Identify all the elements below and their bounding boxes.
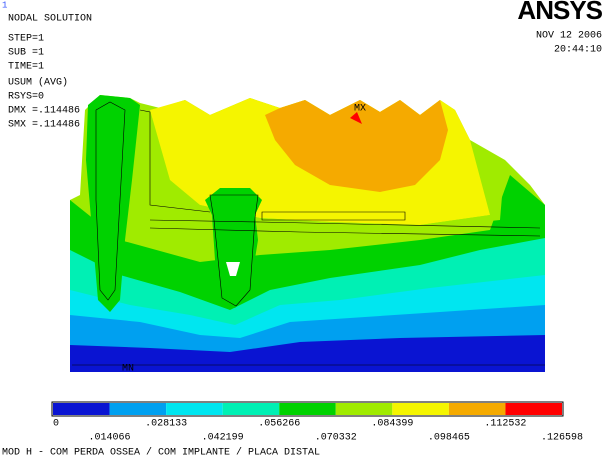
legend-label: .084399 <box>371 419 413 430</box>
max-label: MX <box>354 104 366 115</box>
legend-swatch <box>448 403 506 415</box>
legend-swatch <box>392 403 449 415</box>
time: 20:44:10 <box>554 45 602 56</box>
legend-label: .126598 <box>541 433 583 444</box>
footer: MOD H - COM PERDA OSSEA / COM IMPLANTE /… <box>2 447 320 459</box>
legend-swatch <box>109 403 167 415</box>
min-label: MN <box>122 364 134 375</box>
date: NOV 12 2006 <box>536 31 602 42</box>
legend-label: 0 <box>53 419 59 430</box>
implant <box>205 188 262 308</box>
header-line: SUB =1 <box>8 48 44 59</box>
plot-title: NODAL SOLUTION <box>8 14 92 25</box>
header-line: DMX =.114486 <box>8 106 80 117</box>
tooth <box>86 95 140 312</box>
legend-label: .070332 <box>315 433 357 444</box>
header-lines: STEP=1 SUB =1 TIME=1 USUM (AVG) RSYS=0 DMX =.… <box>8 34 80 131</box>
implant-hole <box>226 262 240 276</box>
screw-outline <box>261 211 406 221</box>
legend-swatch <box>335 403 393 415</box>
band <box>70 335 545 372</box>
legend-swatch <box>222 403 280 415</box>
contour-plot: MX MN <box>70 95 545 375</box>
window-number: 1 <box>2 0 7 10</box>
band <box>265 100 448 192</box>
legend-swatch <box>505 403 562 415</box>
legend-label: .056266 <box>258 419 300 430</box>
legend-swatch <box>279 403 336 415</box>
legend-label: .112532 <box>484 419 526 430</box>
header-line: RSYS=0 <box>8 92 44 103</box>
legend-swatch <box>166 403 223 415</box>
tooth-outline <box>95 101 126 301</box>
legend: 0 .014066 .028133 .042199 .056266 .070332 .084… <box>51 401 583 444</box>
band <box>95 160 505 250</box>
header-line: SMX =.114486 <box>8 120 80 131</box>
header-line: TIME=1 <box>8 62 44 73</box>
implant-outline <box>209 194 259 307</box>
band <box>350 112 362 124</box>
legend-swatch <box>53 403 110 415</box>
legend-label: .028133 <box>145 419 187 430</box>
legend-label: .042199 <box>202 433 244 444</box>
header-line: STEP=1 <box>8 34 44 45</box>
plate-outline <box>139 109 541 237</box>
logo: ANSYS <box>517 0 602 25</box>
legend-label: .014066 <box>89 433 131 444</box>
header-line: USUM (AVG) <box>8 77 68 89</box>
legend-label: .098465 <box>428 433 470 444</box>
